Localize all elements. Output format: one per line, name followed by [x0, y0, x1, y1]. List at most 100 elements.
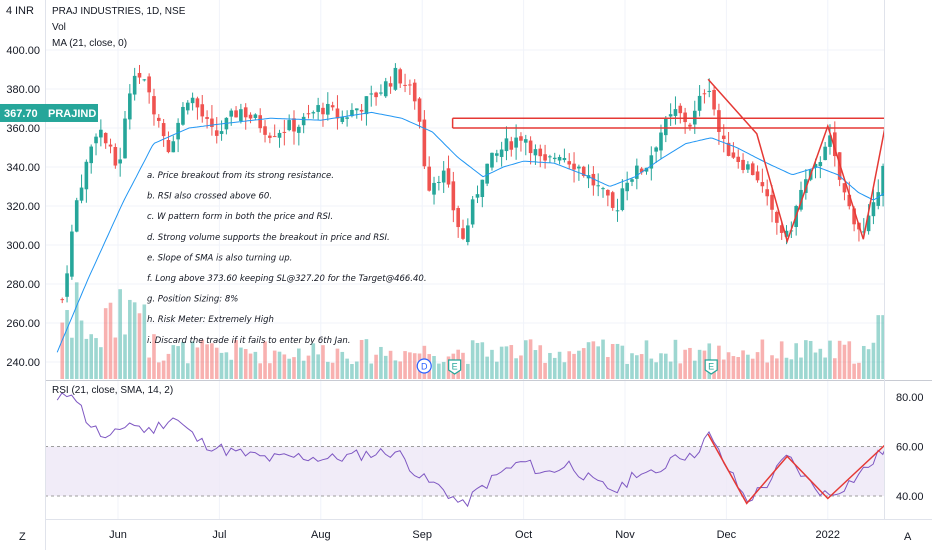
- volume-bar: [282, 354, 287, 379]
- volume-bar: [881, 315, 884, 379]
- volume-bars: [60, 282, 884, 379]
- candle-body: [427, 166, 432, 191]
- candle-body: [707, 90, 712, 92]
- candle-body: [543, 154, 547, 161]
- last-price-value: 367.70: [4, 108, 38, 120]
- zoom-button-label[interactable]: Z: [19, 531, 26, 543]
- price-axis[interactable]: 240.00 260.00 280.00 300.00 320.00 340.00 380.…: [6, 45, 40, 369]
- symbol-label: PRAJIND: [48, 108, 96, 120]
- volume-bar: [330, 362, 335, 379]
- volume-bar: [113, 337, 118, 379]
- volume-bar: [495, 361, 499, 379]
- volume-bar: [659, 353, 663, 379]
- rsi-tick-label: 80.00: [896, 392, 924, 404]
- candle-body: [181, 106, 185, 125]
- event-marker-letter[interactable]: D: [421, 362, 428, 372]
- candle-body: [625, 182, 629, 192]
- candle-body: [673, 109, 678, 116]
- candle-body: [103, 132, 108, 144]
- volume-bar: [485, 356, 489, 379]
- candle-body: [548, 156, 552, 158]
- event-marker-letter[interactable]: E: [708, 362, 714, 372]
- candle-body: [760, 182, 765, 187]
- candle-body: [601, 188, 605, 190]
- candle-body: [591, 173, 596, 186]
- volume-bar: [625, 363, 629, 379]
- candle-body: [70, 231, 74, 277]
- candle-body: [721, 135, 726, 140]
- volume-bar: [374, 354, 378, 379]
- candle-body: [828, 135, 832, 147]
- candle-body: [118, 159, 122, 164]
- candle-body: [311, 112, 316, 114]
- candle-body: [499, 149, 504, 157]
- volume-bar: [292, 357, 296, 379]
- volume-bar: [779, 341, 784, 379]
- volume-bar: [239, 347, 243, 379]
- auto-scale-button[interactable]: A: [904, 531, 912, 543]
- rsi-axis[interactable]: 40.00 60.00 80.00: [896, 392, 924, 503]
- candle-body: [234, 110, 238, 118]
- candle-body: [741, 159, 745, 170]
- candle-body: [668, 114, 673, 117]
- candle-body: [253, 114, 258, 118]
- volume-bar: [630, 353, 634, 379]
- candle-body: [552, 157, 557, 160]
- candle-body: [89, 146, 94, 164]
- volume-bar: [340, 351, 345, 379]
- volume-bar: [210, 343, 214, 379]
- candle-body: [248, 114, 253, 119]
- volume-bar: [654, 362, 658, 379]
- volume-bar: [726, 352, 731, 379]
- earnings-marker-shape[interactable]: [704, 359, 718, 375]
- candle-body: [654, 147, 658, 152]
- event-marker-letter[interactable]: E: [452, 362, 458, 372]
- w-pattern-price: [707, 78, 884, 244]
- candle-body: [316, 105, 320, 112]
- candle-body: [461, 228, 465, 239]
- legend: PRAJ INDUSTRIES, 1D, NSE Vol MA (21, clo…: [52, 6, 186, 396]
- volume-bar: [697, 349, 702, 379]
- zoom-corner-button[interactable]: Z: [19, 531, 26, 543]
- volume-bar: [147, 357, 151, 379]
- price-tick-label: 360.00: [6, 123, 40, 135]
- volume-bar: [876, 315, 881, 379]
- moving-average: [56, 111, 884, 353]
- time-axis[interactable]: Jun Jul Aug Sep Oct Nov Dec 2022: [109, 529, 840, 541]
- event-marker[interactable]: E: [448, 359, 462, 375]
- volume-bar: [359, 339, 364, 379]
- auto-scale-label[interactable]: A: [904, 531, 912, 543]
- candle-body: [422, 119, 427, 167]
- earnings-marker-shape[interactable]: [448, 359, 462, 375]
- candle-body: [128, 93, 132, 120]
- volume-bar: [644, 340, 649, 379]
- candle-body: [813, 163, 818, 168]
- candle-body: [195, 98, 200, 108]
- candle-body: [577, 166, 581, 169]
- candle-body: [572, 163, 576, 170]
- candle-body: [610, 192, 615, 208]
- volume-bar: [345, 358, 349, 379]
- volume-bar: [866, 349, 871, 379]
- candle-body: [277, 132, 282, 138]
- volume-bar: [258, 363, 263, 379]
- event-marker[interactable]: E: [704, 359, 718, 375]
- event-marker[interactable]: D: [416, 358, 432, 374]
- volume-bar: [470, 340, 475, 379]
- candle-body: [804, 179, 808, 193]
- volume-bar: [480, 342, 485, 379]
- volume-bar: [181, 341, 185, 379]
- dividend-marker-shape[interactable]: [416, 358, 432, 374]
- volume-bar: [369, 363, 374, 379]
- candle-body: [847, 194, 852, 207]
- volume-bar: [596, 346, 601, 379]
- candle-body: [451, 181, 456, 211]
- candle-body: [354, 108, 359, 111]
- volume-bar: [519, 355, 523, 379]
- volume-bar: [94, 338, 98, 379]
- rsi-tick-label: 60.00: [896, 442, 924, 454]
- time-tick-label: Sep: [412, 529, 432, 541]
- volume-bar: [543, 362, 547, 379]
